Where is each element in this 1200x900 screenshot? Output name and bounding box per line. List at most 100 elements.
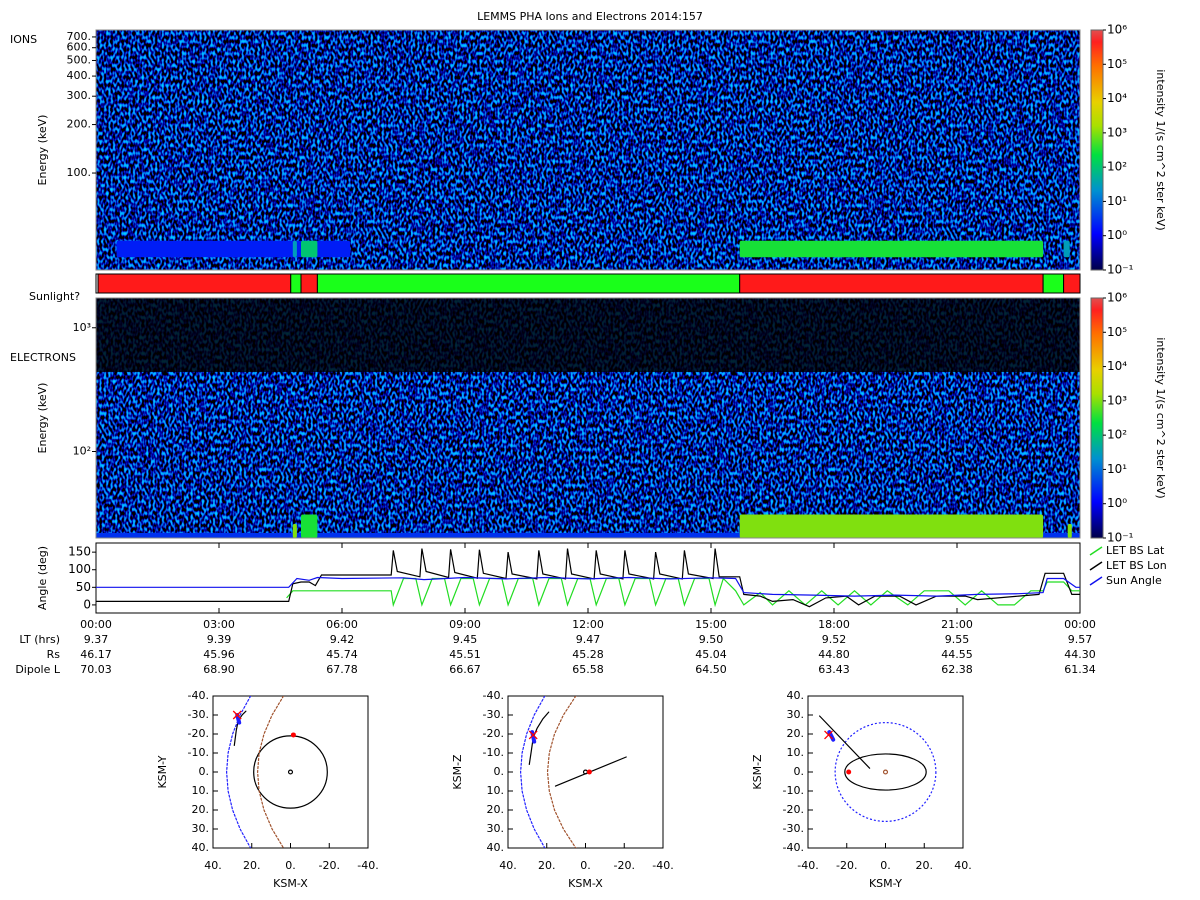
ephemeris-value: 44.55 — [941, 648, 973, 661]
ephemeris-value: 70.03 — [80, 663, 112, 676]
ephemeris-value: 45.51 — [449, 648, 481, 661]
ephemeris-value: 44.30 — [1064, 648, 1096, 661]
colorbar-tick-label: 10⁻¹ — [1107, 531, 1134, 545]
y-tick-label: -40. — [188, 689, 209, 702]
ephemeris-value: 9.45 — [453, 633, 478, 646]
x-tick-label: 15:00 — [695, 618, 727, 631]
x-tick-label: 12:00 — [572, 618, 604, 631]
orbit-ellipse — [834, 721, 937, 822]
panel-label: ELECTRONS — [10, 351, 76, 364]
sunlight-segment — [300, 273, 318, 294]
spectrogram-feature — [292, 523, 297, 538]
legend-label: Sun Angle — [1106, 574, 1162, 587]
y-tick-label: -20. — [188, 727, 209, 740]
x-tick-label: 40. — [204, 859, 222, 872]
y-axis-label: KSM-Y — [156, 755, 169, 788]
y-axis-label: Angle (deg) — [36, 546, 49, 610]
y-tick-label: 20. — [192, 803, 210, 816]
colorbar-tick-label: 10³ — [1107, 125, 1127, 139]
y-tick-label: 50 — [76, 580, 91, 594]
ephemeris-value: 9.57 — [1068, 633, 1093, 646]
colorbar-label: intensity 1/(s cm^2 ster keV) — [1154, 337, 1167, 498]
orbit-marker — [232, 710, 242, 720]
x-tick-label: 03:00 — [203, 618, 235, 631]
ephemeris-value: 9.50 — [699, 633, 724, 646]
orbit-marker — [846, 769, 852, 775]
y-tick-label: 10³ — [73, 321, 91, 334]
ephemeris-value: 45.96 — [203, 648, 235, 661]
sunlight-segment — [1063, 273, 1081, 294]
colorbar-label: intensity 1/(s cm^2 ster keV) — [1154, 69, 1167, 230]
y-tick-label: -10. — [783, 784, 804, 797]
orbit-curve — [546, 696, 577, 848]
ephemeris-value: 9.39 — [207, 633, 232, 646]
x-tick-label: 20. — [916, 859, 934, 872]
plot-frame — [507, 695, 664, 849]
y-tick-label: 40. — [787, 689, 805, 702]
colorbar-tick-label: 10¹ — [1107, 194, 1127, 208]
y-tick-label: -30. — [188, 708, 209, 721]
ephemeris-value: 62.38 — [941, 663, 973, 676]
x-tick-label: -40. — [357, 859, 378, 872]
colorbar-tick-label: 10² — [1107, 160, 1127, 174]
y-tick-label: -20. — [783, 803, 804, 816]
x-tick-label: 09:00 — [449, 618, 481, 631]
y-axis-label: KSM-Z — [451, 754, 464, 790]
orbit-marker — [824, 730, 833, 740]
ephemeris-value: 9.55 — [945, 633, 970, 646]
colorbar-tick-label: 10¹ — [1107, 462, 1127, 476]
ephemeris-value: 65.58 — [572, 663, 604, 676]
y-axis-label: Energy (keV) — [36, 383, 49, 454]
y-tick-label: 40. — [192, 841, 210, 854]
series-line — [96, 576, 1080, 597]
ephemeris-value: 63.43 — [818, 663, 850, 676]
x-tick-label: 0. — [580, 859, 591, 872]
orbit-curve — [519, 696, 546, 848]
colorbar-tick-label: 10⁻¹ — [1107, 263, 1134, 277]
plot-frame — [95, 297, 1081, 539]
sunlight-segment — [97, 273, 292, 294]
y-tick-label: 600. — [67, 41, 92, 54]
y-tick-label: 40. — [487, 841, 505, 854]
orbit-marker — [528, 730, 538, 740]
legend-swatch — [1089, 561, 1103, 571]
colorbar — [1090, 297, 1104, 539]
spectrogram-feature — [292, 240, 297, 258]
y-tick-label: 20. — [787, 727, 805, 740]
ephemeris-row-label: LT (hrs) — [19, 633, 60, 646]
spectrogram-feature — [739, 514, 1044, 538]
spectrogram-feature — [301, 514, 318, 538]
ephemeris-value: 45.28 — [572, 648, 604, 661]
ephemeris-value: 9.37 — [84, 633, 109, 646]
y-tick-label: -10. — [483, 746, 504, 759]
y-tick-label: -30. — [783, 822, 804, 835]
y-tick-label: 150 — [68, 545, 91, 559]
orbit-marker — [290, 732, 296, 738]
y-tick-label: 10. — [787, 746, 805, 759]
y-axis-label: KSM-Z — [751, 754, 764, 790]
orbit-ellipse — [287, 769, 294, 775]
legend-swatch — [1089, 576, 1103, 586]
colorbar — [1090, 29, 1104, 271]
ephemeris-value: 66.67 — [449, 663, 481, 676]
spectrogram-noise — [96, 30, 1080, 270]
spectrogram-feature — [116, 240, 351, 258]
y-tick-label: 700. — [67, 30, 92, 43]
y-tick-label: -40. — [783, 841, 804, 854]
colorbar-tick-label: 10⁰ — [1107, 228, 1127, 242]
y-tick-label: 20. — [487, 803, 505, 816]
x-tick-label: 0. — [880, 859, 891, 872]
colorbar-tick-label: 10³ — [1107, 393, 1127, 407]
series-line — [286, 577, 1080, 608]
page-title: LEMMS PHA Ions and Electrons 2014:157 — [477, 10, 703, 23]
ephemeris-value: 9.47 — [576, 633, 601, 646]
x-tick-label: 40. — [499, 859, 517, 872]
orbit-ellipse — [253, 735, 328, 809]
orbit-ellipse — [882, 769, 889, 775]
x-tick-label: 00:00 — [80, 618, 112, 631]
y-tick-label: 100. — [67, 166, 92, 179]
sunlight-segment — [1042, 273, 1065, 294]
y-tick-label: 0. — [494, 765, 505, 778]
y-tick-label: -40. — [483, 689, 504, 702]
y-tick-label: 10. — [192, 784, 210, 797]
